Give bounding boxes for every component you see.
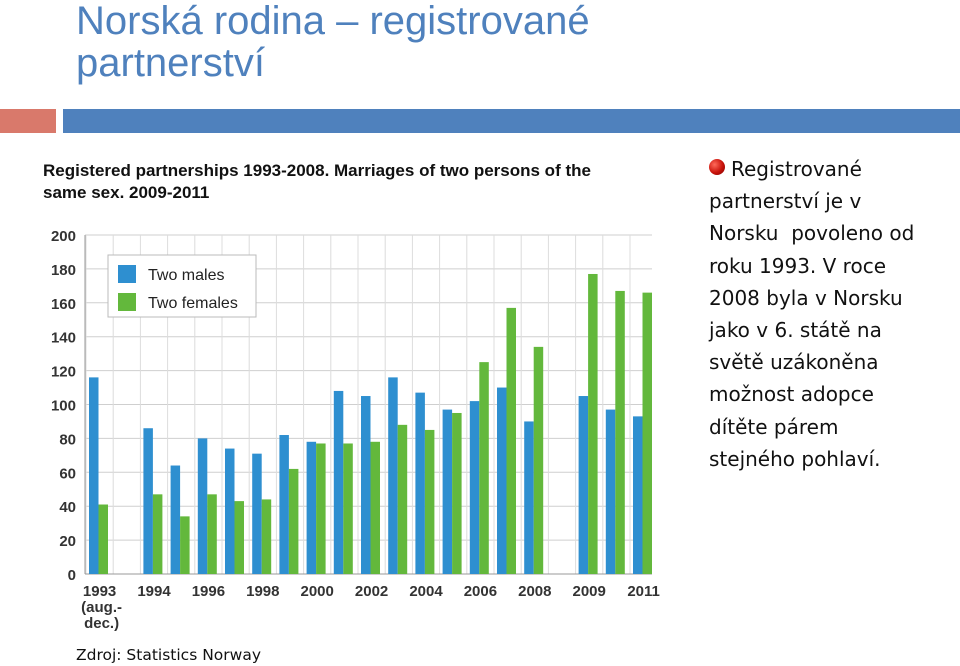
y-tick-label: 160 — [51, 296, 76, 313]
bar-two-females — [207, 494, 217, 574]
x-tick-label: 2011 — [627, 583, 660, 600]
bar-two-females — [98, 504, 108, 574]
body-line-4: roku 1993. V roce — [709, 253, 886, 278]
bar-two-females — [506, 307, 516, 574]
body-line-3: Norsku povoleno od — [709, 221, 915, 246]
legend-swatch — [118, 265, 136, 283]
slide-title: Norská rodina – registrované partnerství — [76, 0, 776, 84]
bar-two-males — [197, 438, 208, 574]
bar-two-females — [533, 346, 544, 574]
y-tick-label: 180 — [51, 262, 76, 279]
title-underline-red — [0, 109, 56, 133]
bar-two-males — [361, 396, 371, 574]
bar-two-males — [388, 377, 398, 574]
bar-two-males — [497, 387, 507, 574]
bar-two-males — [469, 401, 480, 574]
body-line-8: možnost adopce — [709, 382, 874, 407]
bar-two-females — [343, 443, 353, 574]
bar-two-females — [234, 501, 244, 574]
bar-two-males — [143, 428, 153, 574]
x-tick-label: 1998 — [246, 583, 279, 600]
bar-two-males — [306, 441, 317, 574]
x-tick-label: 2002 — [355, 583, 388, 600]
y-tick-label: 0 — [68, 567, 76, 584]
legend-label: Two males — [148, 267, 224, 284]
bar-two-males — [524, 421, 534, 574]
body-line-5: 2008 byla v Norsku — [709, 285, 903, 310]
y-tick-label: 20 — [59, 533, 76, 550]
legend-label: Two females — [148, 295, 238, 312]
y-tick-label: 100 — [51, 398, 76, 415]
body-line-1: Registrované — [731, 157, 862, 181]
chart-title: Registered partnerships 1993-2008. Marri… — [43, 160, 663, 204]
chart-title-line-2: same sex. 2009-2011 — [43, 183, 210, 202]
source-note: Zdroj: Statistics Norway — [76, 646, 262, 664]
legend-swatch — [118, 293, 136, 311]
y-tick-label: 60 — [59, 465, 76, 482]
slide-title-line-1: Norská rodina – registrované — [76, 0, 590, 43]
y-tick-label: 40 — [59, 499, 76, 516]
x-tick-label: 1996 — [192, 583, 225, 600]
x-tick-label: 2006 — [464, 583, 497, 600]
slide-title-line-2: partnerství — [76, 41, 265, 85]
y-tick-label: 200 — [51, 228, 76, 245]
bar-two-males — [252, 453, 262, 574]
x-tick-label: 2009 — [573, 583, 606, 600]
bar-two-females — [642, 292, 652, 574]
red-bullet-icon — [709, 159, 725, 175]
bar-two-males — [442, 409, 453, 574]
y-tick-label: 120 — [51, 364, 76, 381]
y-tick-label: 80 — [59, 431, 76, 448]
bar-two-females — [316, 443, 326, 574]
bar-two-females — [588, 273, 598, 574]
body-line-10: stejného pohlaví. — [709, 446, 881, 471]
bar-two-females — [452, 412, 462, 574]
title-underline-blue — [63, 109, 960, 133]
body-line-2: partnerství je v — [709, 189, 862, 214]
x-tick-label: dec.) — [84, 615, 119, 632]
bar-two-females — [180, 516, 190, 574]
body-text: Registrované partnerství je v Norsku pov… — [709, 153, 949, 475]
bar-two-females — [479, 362, 489, 574]
body-line-6: jako v 6. státě na — [709, 318, 882, 343]
y-tick-label: 140 — [51, 330, 76, 347]
bar-two-females — [397, 424, 408, 574]
bar-two-males — [333, 390, 344, 574]
x-tick-label: 2000 — [301, 583, 334, 600]
x-tick-label: 1994 — [137, 583, 171, 600]
bar-two-males — [605, 409, 616, 574]
bar-two-males — [578, 396, 589, 574]
bar-two-males — [89, 377, 99, 574]
body-line-7: světě uzákoněna — [709, 350, 879, 375]
x-tick-label: 2004 — [409, 583, 443, 600]
bar-two-females — [152, 494, 163, 574]
bar-two-males — [415, 392, 425, 574]
x-tick-label: 1993 — [83, 583, 116, 600]
body-line-9: dítěte párem — [709, 414, 839, 439]
x-tick-label: 2008 — [518, 583, 551, 600]
x-tick-label: (aug.- — [81, 599, 122, 616]
bar-two-females — [615, 290, 625, 574]
bar-two-males — [279, 435, 289, 574]
bar-two-females — [424, 429, 435, 574]
bar-two-females — [261, 499, 272, 574]
bar-two-males — [633, 416, 643, 574]
bar-two-females — [370, 441, 380, 574]
bar-two-males — [225, 448, 235, 574]
bar-two-males — [170, 465, 181, 574]
chart-title-line-1: Registered partnerships 1993-2008. Marri… — [43, 161, 591, 180]
bar-two-females — [288, 468, 299, 574]
